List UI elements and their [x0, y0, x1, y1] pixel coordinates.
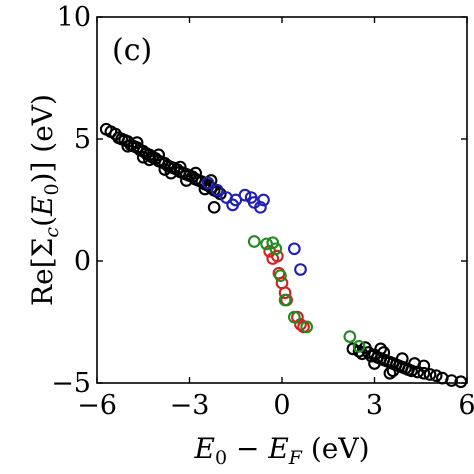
data-point-black — [189, 166, 203, 180]
data-point-black — [198, 182, 212, 196]
data-point-black — [429, 369, 443, 383]
x-tick-label: 3 — [366, 390, 383, 421]
data-point-blue — [210, 183, 224, 197]
data-point-black — [417, 366, 431, 380]
data-point-blue — [294, 263, 307, 276]
data-point-green — [343, 330, 357, 343]
data-point-black — [143, 148, 156, 162]
data-point-black — [386, 364, 400, 378]
y-label-unit: )] (eV) — [26, 94, 59, 183]
data-point-green — [274, 269, 287, 282]
data-point-black — [164, 166, 178, 180]
y-label-re: Re[Σ — [26, 238, 59, 306]
y-label-e: E — [26, 196, 59, 217]
data-point-black — [136, 150, 150, 164]
data-point-black — [195, 175, 209, 189]
x-label-subf: F — [288, 447, 303, 469]
x-axis-label: E0 − EF (eV) — [194, 432, 370, 469]
x-label-minus: − — [227, 432, 268, 465]
data-point-blue — [254, 200, 267, 214]
data-point-black — [180, 174, 193, 187]
data-point-green — [247, 235, 261, 248]
data-point-black — [368, 357, 381, 370]
data-point-red — [294, 318, 307, 331]
x-tick-label: −6 — [77, 390, 117, 421]
y-label-paren: ( — [26, 216, 59, 227]
data-point-black — [395, 352, 409, 365]
data-point-black — [204, 174, 218, 187]
data-point-green — [266, 236, 280, 250]
data-point-green — [352, 340, 366, 353]
x-label-unit: (eV) — [302, 432, 370, 465]
plot-frame — [96, 16, 468, 384]
data-point-black — [454, 375, 468, 389]
data-points — [99, 122, 468, 389]
data-point-black — [130, 136, 144, 150]
x-label-ef: E — [267, 432, 288, 465]
data-point-green — [287, 310, 301, 324]
data-point-black — [152, 148, 166, 162]
axis-ticks — [96, 16, 468, 384]
y-tick-label: 0 — [74, 246, 91, 277]
data-point-green — [269, 242, 283, 256]
x-tick-label: 6 — [458, 390, 474, 421]
axis-tick-labels: −6 −3 0 3 6 −5 0 5 10 — [51, 2, 474, 421]
data-point-black — [158, 163, 172, 176]
x-label-e0: E — [194, 432, 215, 465]
y-label-sub-c: c — [41, 227, 63, 238]
data-point-red — [278, 286, 292, 300]
x-label-sub0: 0 — [215, 447, 227, 469]
data-point-black — [352, 344, 366, 358]
data-point-black — [383, 366, 397, 380]
data-point-blue — [201, 176, 215, 190]
data-point-blue — [226, 198, 240, 212]
y-tick-label: 5 — [74, 124, 91, 155]
data-point-black — [423, 368, 437, 381]
y-tick-label: 10 — [57, 2, 91, 33]
data-point-blue — [257, 193, 270, 207]
data-point-green — [300, 320, 314, 334]
y-label-sub0: 0 — [41, 183, 63, 195]
data-point-black — [173, 160, 187, 174]
data-point-black — [417, 359, 431, 373]
data-point-black — [374, 342, 388, 356]
data-point-blue — [287, 242, 301, 256]
data-point-green — [278, 293, 292, 307]
data-point-black — [405, 364, 418, 378]
data-point-blue — [238, 188, 252, 202]
x-tick-label: 0 — [273, 390, 290, 421]
data-point-blue — [244, 191, 258, 204]
data-point-black — [136, 144, 150, 158]
data-point-black — [445, 374, 458, 387]
x-tick-label: −3 — [170, 390, 210, 421]
data-point-black — [130, 141, 144, 154]
panel-label: (c) — [112, 33, 152, 68]
y-tick-label: −5 — [51, 368, 91, 399]
data-point-black — [358, 341, 372, 354]
y-axis-label: Re[Σc(E0)] (eV) — [26, 94, 63, 306]
data-point-black — [207, 200, 221, 214]
